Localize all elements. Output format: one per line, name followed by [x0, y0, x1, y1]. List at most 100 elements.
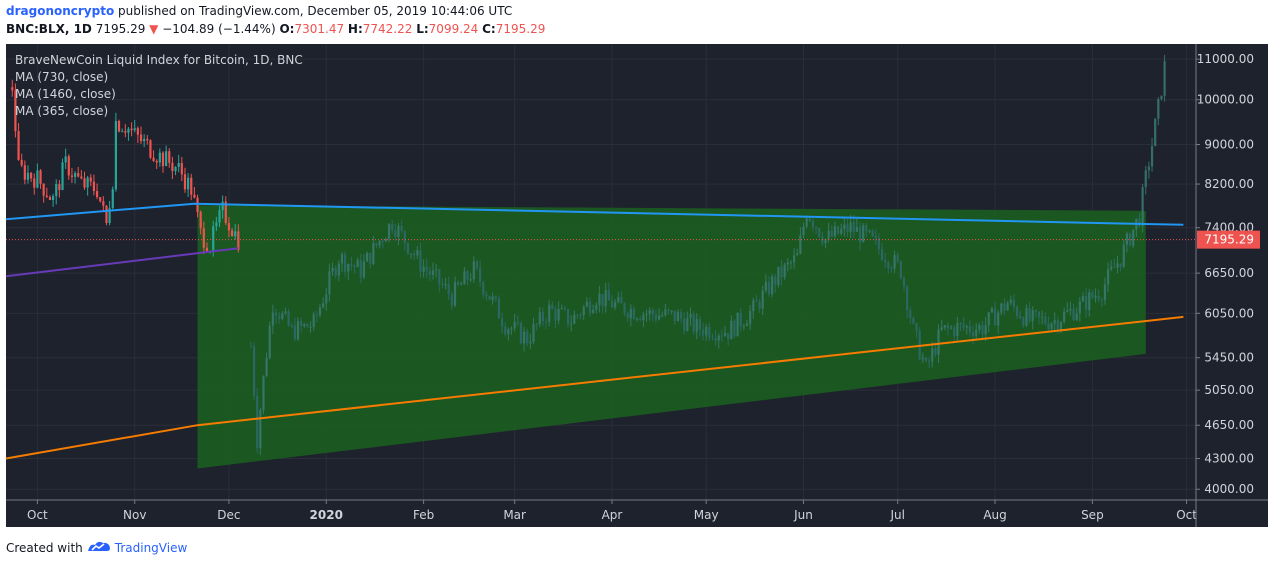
candle-body — [604, 290, 607, 307]
projected-candle — [617, 291, 620, 304]
candle-body — [1025, 308, 1028, 326]
candle-body — [620, 296, 623, 304]
candle-body — [463, 271, 466, 285]
candle — [187, 173, 190, 197]
projected-candle — [877, 233, 880, 255]
legend-ma-730[interactable]: MA (730, close) — [15, 70, 109, 84]
projected-candle — [1006, 300, 1009, 311]
projected-candle — [1081, 292, 1085, 302]
projected-candle — [431, 262, 435, 280]
candle-body — [218, 210, 221, 223]
candle-body — [1119, 263, 1122, 267]
candle-body — [802, 226, 805, 236]
candle — [218, 205, 221, 228]
legend-ma-1460[interactable]: MA (1460, close) — [15, 87, 116, 101]
tradingview-logo-icon[interactable] — [87, 539, 111, 556]
price-tick-label: 8200.00 — [1204, 177, 1254, 191]
projected-candle — [287, 308, 290, 327]
projected-candle — [422, 259, 425, 278]
projected-candle — [1144, 165, 1147, 195]
candle-body — [337, 263, 340, 276]
candle-body — [648, 310, 651, 315]
candle-body — [689, 314, 692, 318]
projected-candle — [931, 341, 934, 368]
author-link[interactable]: dragononcrypto — [6, 4, 115, 18]
projected-candle — [535, 322, 538, 331]
candle — [92, 174, 96, 196]
candle-body — [997, 312, 1000, 326]
candle-body — [1059, 322, 1063, 330]
projected-candle — [1119, 263, 1122, 272]
projected-candle — [953, 325, 956, 342]
candle-body — [723, 333, 727, 337]
candle-body — [865, 225, 868, 232]
projected-candle — [818, 227, 821, 238]
projected-candle — [701, 323, 705, 341]
projected-candle — [968, 320, 972, 337]
projected-candle — [488, 295, 491, 301]
candle-body — [717, 335, 720, 341]
projected-candle — [1050, 321, 1053, 332]
projected-candle — [1132, 229, 1135, 249]
projected-candle — [359, 253, 362, 284]
time-axis — [6, 500, 1268, 527]
projected-candle — [632, 305, 636, 320]
projected-candle — [874, 229, 877, 245]
candle-body — [1147, 166, 1151, 171]
projected-candle — [570, 315, 573, 332]
projected-candle — [256, 388, 259, 454]
candle-body — [271, 312, 274, 326]
candle-body — [403, 230, 406, 244]
projected-candle — [444, 277, 447, 290]
projected-candle — [921, 352, 924, 363]
candle-body — [334, 267, 337, 276]
projected-candle — [303, 322, 306, 328]
projected-candle — [309, 321, 312, 333]
candle — [199, 210, 202, 235]
candle-body — [654, 314, 658, 320]
candle-body — [80, 176, 83, 179]
legend-ma-365[interactable]: MA (365, close) — [15, 104, 109, 118]
candle-body — [830, 230, 833, 237]
candle-body — [425, 266, 428, 271]
candle-body — [899, 261, 902, 279]
projected-candle — [585, 297, 588, 308]
projected-candle — [413, 250, 416, 260]
candle — [127, 127, 130, 141]
candle — [61, 158, 64, 191]
candle-body — [205, 247, 209, 252]
candle-body — [566, 309, 570, 325]
projected-candle — [742, 323, 745, 331]
projected-candle — [598, 285, 601, 313]
candle-body — [1125, 233, 1129, 245]
candle — [183, 167, 187, 193]
candle-body — [563, 308, 566, 310]
projected-candle — [727, 333, 730, 346]
projected-candle — [949, 325, 953, 330]
projected-candle — [610, 295, 614, 309]
candle-body — [1053, 320, 1056, 324]
candle-body — [912, 318, 915, 324]
time-tick-label: Jul — [889, 508, 904, 522]
candle-body — [836, 226, 840, 234]
candle-body — [579, 315, 582, 317]
candle-body — [33, 178, 36, 188]
last-price-tag — [1197, 230, 1260, 249]
candle — [190, 173, 193, 201]
time-tick-label: Oct — [27, 508, 48, 522]
projected-candle — [965, 324, 968, 335]
candle-body — [108, 208, 111, 223]
candle-body — [661, 315, 664, 317]
candle-body — [588, 301, 592, 313]
projected-candle — [1022, 316, 1025, 328]
candle — [124, 123, 127, 138]
projected-candle — [657, 308, 661, 321]
projected-candle — [328, 263, 331, 302]
projected-candle — [278, 312, 281, 324]
candle-body — [978, 325, 981, 330]
tradingview-link[interactable]: TradingView — [114, 540, 188, 555]
candle-body — [237, 231, 240, 250]
candle-body — [946, 325, 950, 329]
candle-body — [592, 309, 595, 313]
